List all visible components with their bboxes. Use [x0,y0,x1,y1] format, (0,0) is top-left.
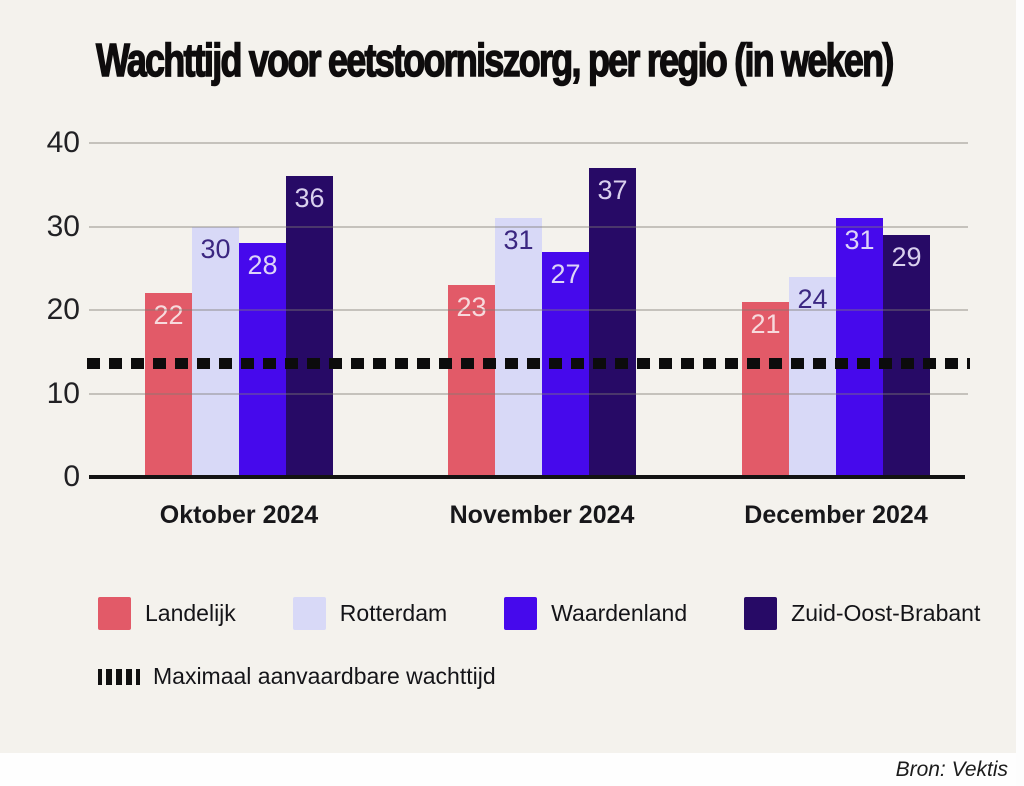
legend-item-rotterdam: Rotterdam [292,597,448,630]
legend: Landelijk Rotterdam Waardenland Zuid-Oost-B… [98,597,980,630]
bar-zuid-oost-brabant: 36 [286,176,333,477]
y-tick-0: 0 [63,460,80,493]
gridline-40 [89,142,968,144]
legend-item-landelijk: Landelijk [98,597,236,630]
bar-rotterdam: 24 [789,276,836,477]
legend-label: Rotterdam [339,600,448,626]
bar-landelijk: 21 [742,301,789,477]
bar-group-november-2024: 23 31 27 37 [448,168,636,477]
x-axis-line [89,475,965,479]
bar-landelijk: 23 [448,284,495,477]
bar-value-label: 27 [550,258,581,289]
dashed-line-icon [98,660,140,693]
y-tick-10: 10 [46,376,80,410]
legend-label: Zuid-Oost-Brabant [791,600,981,626]
bar-value-label: 31 [844,225,875,256]
plot-area: 22 30 28 36 Oktober 2024 23 31 27 37 November 202… [87,142,970,529]
y-tick-40: 40 [46,126,80,159]
bar-value-label: 30 [200,233,231,264]
y-axis-labels: 0 10 20 30 40 [10,128,80,492]
legend-swatch-landelijk [98,597,131,630]
legend-reference-line: Maximaal aanvaardbare wachttijd [98,660,496,693]
x-axis-label-december-2024: December 2024 [744,501,928,529]
bar-group-december-2024: 21 24 31 29 [742,218,930,477]
bar-landelijk: 22 [145,293,192,477]
bar-zuid-oost-brabant: 37 [589,168,636,477]
bar-rotterdam: 31 [495,218,542,477]
bar-value-label: 36 [294,183,325,214]
bar-value-label: 23 [456,291,487,322]
x-axis-label-oktober-2024: Oktober 2024 [159,501,319,529]
legend-item-zuid-oost-brabant: Zuid-Oost-Brabant [744,597,980,630]
bar-waardenland: 27 [542,251,589,477]
bar-value-label: 31 [503,225,534,256]
bar-value-label: 29 [891,241,922,272]
legend-swatch-zuid-oost-brabant [744,597,778,630]
bar-group-oktober-2024: 22 30 28 36 [145,176,333,477]
legend-label: Landelijk [145,600,236,626]
reference-line-label: Maximaal aanvaardbare wachttijd [153,663,496,689]
x-axis-label-november-2024: November 2024 [449,501,635,529]
bar-waardenland: 31 [836,218,883,477]
bar-value-label: 21 [750,308,781,339]
legend-swatch-waardenland [504,597,538,630]
bar-zuid-oost-brabant: 29 [883,234,930,477]
y-tick-20: 20 [46,293,80,326]
bar-value-label: 28 [247,250,278,281]
source-note: Bron: Vektis [895,757,1008,781]
footer-band: Bron: Vektis [0,753,1024,786]
right-edge-strip [1016,0,1024,786]
legend-item-waardenland: Waardenland [504,597,687,630]
legend-label: Waardenland [551,600,688,626]
chart-title: Wachttijd voor eetstoorniszorg, per regi… [95,33,894,87]
bar-rotterdam: 30 [192,226,239,477]
bar-value-label: 22 [153,300,184,331]
bar-waardenland: 28 [239,243,286,477]
y-tick-30: 30 [46,209,80,243]
bar-value-label: 37 [597,175,628,206]
bar-value-label: 24 [797,283,828,314]
legend-swatch-rotterdam [292,597,326,630]
